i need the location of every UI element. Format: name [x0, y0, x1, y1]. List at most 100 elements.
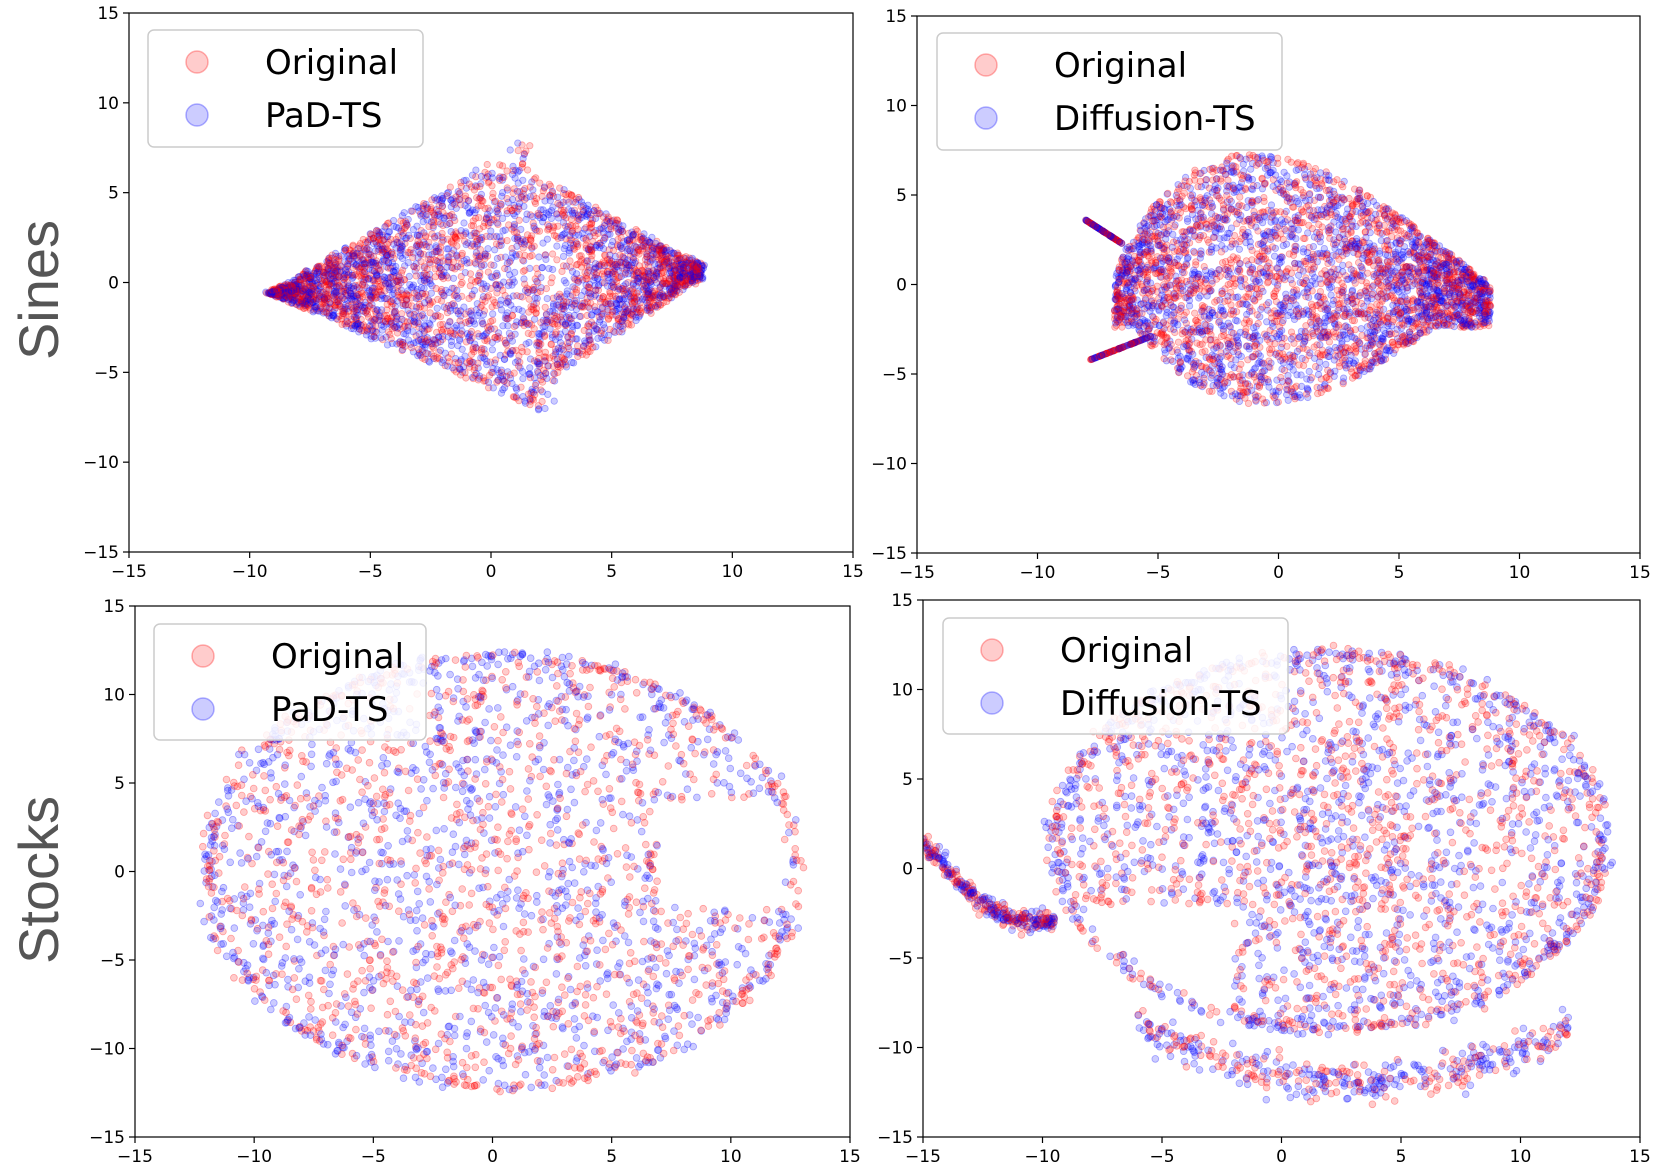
- point-original: [467, 222, 476, 230]
- point-original: [590, 228, 598, 237]
- point-generated: [369, 325, 377, 334]
- point-original: [417, 227, 425, 235]
- point-original: [378, 231, 387, 239]
- point-original: [615, 296, 623, 304]
- point-original: [627, 310, 635, 318]
- point-generated: [489, 384, 497, 392]
- point-generated: [517, 193, 525, 201]
- point-generated: [392, 244, 400, 252]
- point-generated: [367, 317, 375, 325]
- point-original: [565, 344, 573, 353]
- point-original: [682, 273, 691, 282]
- point-generated: [642, 284, 651, 292]
- point-original: [347, 321, 355, 330]
- point-generated: [538, 218, 547, 226]
- point-original: [618, 244, 626, 252]
- point-generated: [520, 257, 528, 265]
- point-generated: [693, 272, 702, 280]
- point-generated: [337, 287, 346, 295]
- point-generated: [447, 196, 455, 204]
- point-original: [272, 285, 281, 293]
- point-generated: [474, 364, 482, 372]
- point-generated: [293, 284, 301, 293]
- point-generated: [370, 288, 378, 296]
- point-generated: [368, 266, 376, 274]
- point-original: [641, 261, 649, 269]
- point-generated: [611, 252, 620, 261]
- point-generated: [433, 257, 442, 266]
- point-original: [492, 240, 501, 248]
- point-original: [1190, 249, 1199, 257]
- point-generated: [420, 264, 428, 272]
- point-generated: [460, 257, 468, 265]
- point-generated: [365, 250, 373, 259]
- point-generated: [385, 228, 393, 236]
- point-generated: [566, 232, 574, 240]
- point-generated: [444, 245, 453, 253]
- point-generated: [272, 288, 281, 296]
- point-original: [451, 331, 459, 339]
- point-original: [567, 192, 576, 200]
- point-original: [370, 332, 378, 341]
- point-generated: [341, 289, 350, 297]
- point-original: [588, 246, 596, 254]
- point-original: [597, 327, 606, 335]
- point-original: [278, 286, 286, 294]
- point-original: [496, 161, 504, 169]
- point-original: [407, 344, 416, 352]
- point-generated: [451, 354, 460, 363]
- point-generated: [499, 227, 507, 235]
- point-original: [449, 300, 457, 308]
- point-generated: [536, 371, 545, 380]
- point-original: [480, 377, 488, 385]
- point-generated: [341, 303, 349, 312]
- point-original: [471, 232, 479, 240]
- point-original: [542, 310, 551, 318]
- point-original: [473, 277, 482, 285]
- point-original: [541, 303, 549, 311]
- point-original: [614, 258, 622, 266]
- point-original: [483, 160, 491, 169]
- point-original: [436, 243, 445, 251]
- point-generated: [502, 339, 510, 347]
- point-generated: [506, 146, 514, 154]
- point-generated: [532, 386, 540, 394]
- point-generated: [438, 192, 446, 200]
- point-generated: [674, 251, 682, 259]
- point-original: [498, 162, 507, 170]
- point-original: [619, 252, 627, 260]
- point-generated: [399, 302, 407, 310]
- point-generated: [668, 272, 676, 281]
- legend-label-original: Original: [265, 43, 398, 83]
- point-original: [628, 312, 637, 320]
- point-original: [314, 262, 323, 270]
- point-original: [444, 354, 452, 362]
- point-original: [320, 276, 329, 285]
- point-generated: [561, 320, 570, 328]
- point-original: [607, 259, 615, 267]
- point-generated: [688, 254, 696, 262]
- point-original: [605, 259, 613, 267]
- point-generated: [564, 343, 572, 351]
- point-generated: [632, 281, 640, 290]
- point-original: [324, 265, 332, 273]
- point-original: [470, 348, 478, 356]
- point-generated: [493, 335, 501, 343]
- point-original: [679, 267, 688, 275]
- point-original: [582, 257, 591, 265]
- point-original: [604, 213, 612, 221]
- point-original: [613, 277, 621, 285]
- point-original: [327, 261, 335, 269]
- point-generated: [312, 290, 320, 298]
- point-original: [309, 282, 318, 291]
- point-generated: [651, 293, 659, 301]
- point-original: [648, 245, 656, 253]
- point-original: [429, 216, 438, 224]
- point-original: [521, 280, 529, 288]
- point-original: [359, 235, 367, 244]
- point-original: [665, 294, 673, 302]
- point-generated: [342, 300, 350, 309]
- point-original: [319, 288, 327, 296]
- point-original: [597, 329, 605, 337]
- legend-marker-generated: [185, 103, 209, 127]
